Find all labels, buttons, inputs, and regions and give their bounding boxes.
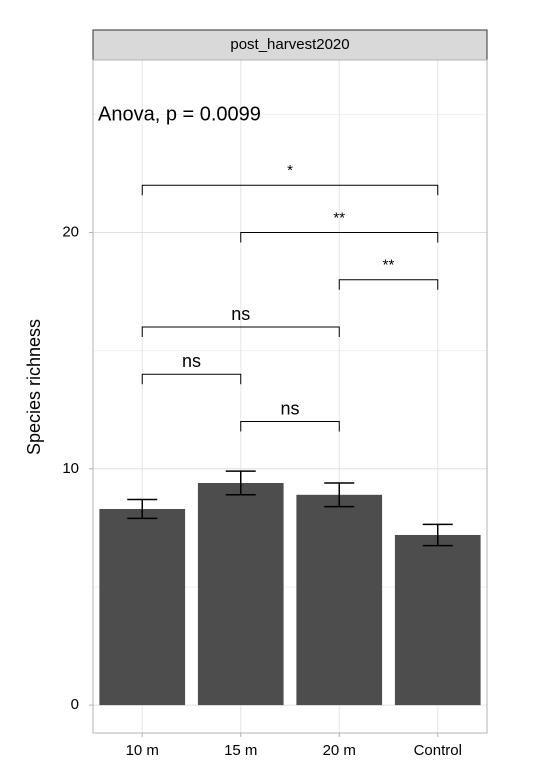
significance-label: ns xyxy=(182,351,201,371)
annotation: Anova, p = 0.0099 xyxy=(98,103,261,125)
bar xyxy=(296,494,383,706)
y-tick-label: 10 xyxy=(62,460,79,477)
error-bar xyxy=(324,482,355,508)
x-tick-label: Control xyxy=(414,742,462,759)
error-bar xyxy=(225,470,256,496)
error-bar xyxy=(422,523,453,547)
significance-label: * xyxy=(287,162,293,179)
bar xyxy=(394,534,481,706)
significance-bracket xyxy=(240,232,439,243)
x-tick-label: 10 m xyxy=(126,742,159,759)
y-axis-title: Species richness xyxy=(24,319,44,455)
panel-border xyxy=(92,59,488,734)
x-tick-label: 20 m xyxy=(323,742,356,759)
y-tick-label: 0 xyxy=(71,696,79,713)
error-bar xyxy=(127,498,158,520)
facet-label: post_harvest2020 xyxy=(230,36,349,53)
significance-bracket xyxy=(141,184,439,196)
significance-bracket xyxy=(141,373,242,385)
facet-strip xyxy=(92,29,488,61)
significance-label: ** xyxy=(383,257,395,274)
bar xyxy=(197,482,284,706)
y-tick-label: 20 xyxy=(62,223,79,240)
x-tick-label: 15 m xyxy=(224,742,257,759)
significance-label: ** xyxy=(333,209,345,226)
significance-bracket xyxy=(338,279,439,290)
significance-label: ns xyxy=(231,304,250,324)
significance-bracket xyxy=(141,326,340,338)
significance-bracket xyxy=(240,421,340,432)
significance-label: ns xyxy=(280,398,299,418)
bar xyxy=(99,508,186,706)
